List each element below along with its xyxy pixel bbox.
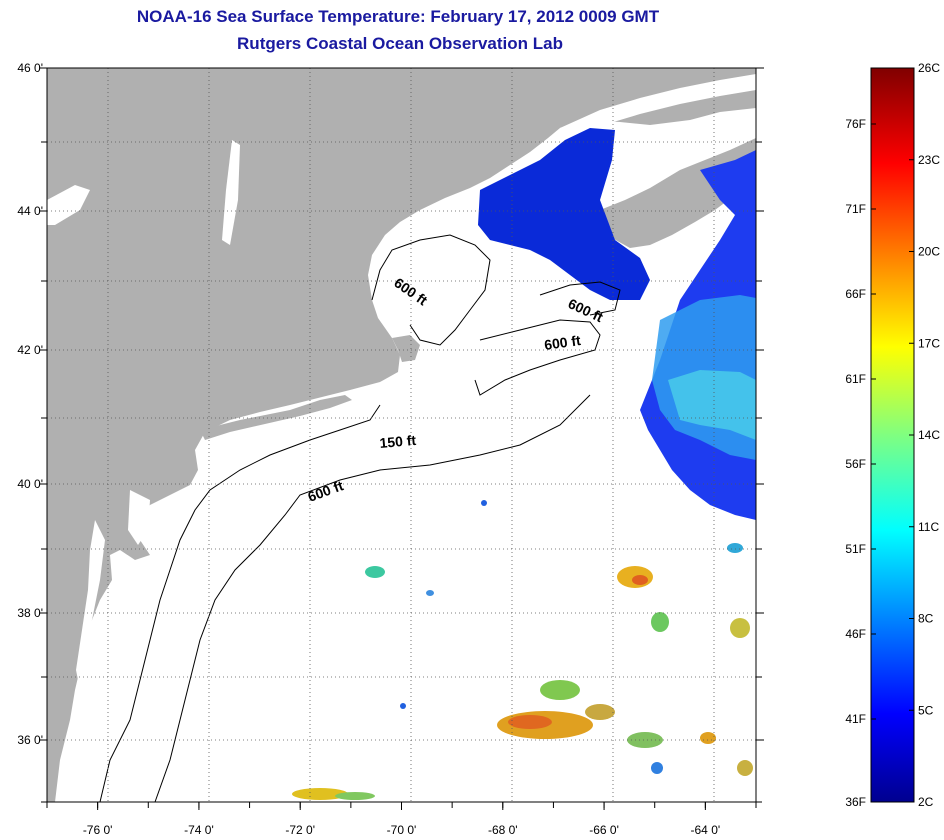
y-tick-label: 36 0': [17, 733, 43, 747]
y-tick-label: 46 0': [17, 61, 43, 75]
y-tick-label: 38 0': [17, 606, 43, 620]
y-tick-label: 44 0': [17, 204, 43, 218]
colorbar-f-label: 71F: [845, 202, 866, 216]
colorbar-f-label: 41F: [845, 712, 866, 726]
colorbar-c-label: 11C: [918, 520, 939, 534]
bay-delaware: [128, 490, 150, 545]
colorbar-f-label: 46F: [845, 627, 866, 641]
colorbar-celsius-labels: 26C 23C 20C 17C 14C 11C 8C 5C 2C: [909, 61, 940, 809]
x-tick-label: -76 0': [83, 823, 113, 837]
colorbar-f-label: 51F: [845, 542, 866, 556]
st-lawrence-river: [560, 74, 756, 136]
colorbar-c-label: 5C: [918, 703, 934, 717]
colorbar-c-label: 26C: [918, 61, 940, 75]
y-axis: 46 0' 44 0' 42 0' 40 0' 38 0' 36 0': [17, 61, 764, 803]
land-cape-cod: [392, 335, 420, 362]
colorbar-c-label: 8C: [918, 612, 934, 626]
x-tick-label: -72 0': [285, 823, 315, 837]
x-tick-label: -68 0': [488, 823, 518, 837]
land-mainland: [47, 68, 756, 802]
y-tick-label: 42 0': [17, 343, 43, 357]
colorbar-c-label: 23C: [918, 153, 940, 167]
colorbar-fahrenheit-labels: 76F 71F 66F 61F 56F 51F 46F 41F 36F: [845, 117, 876, 809]
bay-of-fundy: [640, 225, 705, 260]
lake-ontario: [47, 185, 90, 225]
colorbar-f-label: 36F: [845, 795, 866, 809]
colorbar-f-label: 66F: [845, 287, 866, 301]
x-axis: -76 0' -74 0' -72 0' -70 0' -68 0' -66 0' -64 …: [46, 802, 757, 837]
colorbar-gradient: [870, 67, 915, 803]
sst-patch-scotian-cyan: [668, 370, 756, 440]
sst-scattered-patches: [292, 500, 753, 800]
map-subtitle: Rutgers Coastal Ocean Observation Lab: [237, 34, 563, 53]
lake-champlain: [222, 140, 240, 245]
bay-chesapeake: [76, 520, 105, 690]
y-tick-label: 40 0': [17, 477, 43, 491]
x-tick-label: -64 0': [691, 823, 721, 837]
colorbar-f-label: 56F: [845, 457, 866, 471]
contour-label: 600 ft: [543, 332, 582, 353]
map-frame-area: [47, 68, 756, 802]
colorbar-c-label: 14C: [918, 428, 940, 442]
contour-label: 150 ft: [379, 432, 417, 451]
map-title: NOAA-16 Sea Surface Temperature: Februar…: [136, 7, 660, 26]
x-tick-label: -66 0': [589, 823, 619, 837]
colorbar-c-label: 2C: [918, 795, 934, 809]
land-long-island: [200, 395, 352, 440]
colorbar-f-label: 76F: [845, 117, 866, 131]
colorbar-c-label: 20C: [918, 245, 940, 259]
x-tick-label: -74 0': [184, 823, 214, 837]
colorbar-c-label: 17C: [918, 336, 940, 350]
sst-patch-gulf-of-maine: [478, 128, 650, 300]
colorbar-f-label: 61F: [845, 372, 866, 386]
x-tick-label: -70 0': [387, 823, 417, 837]
